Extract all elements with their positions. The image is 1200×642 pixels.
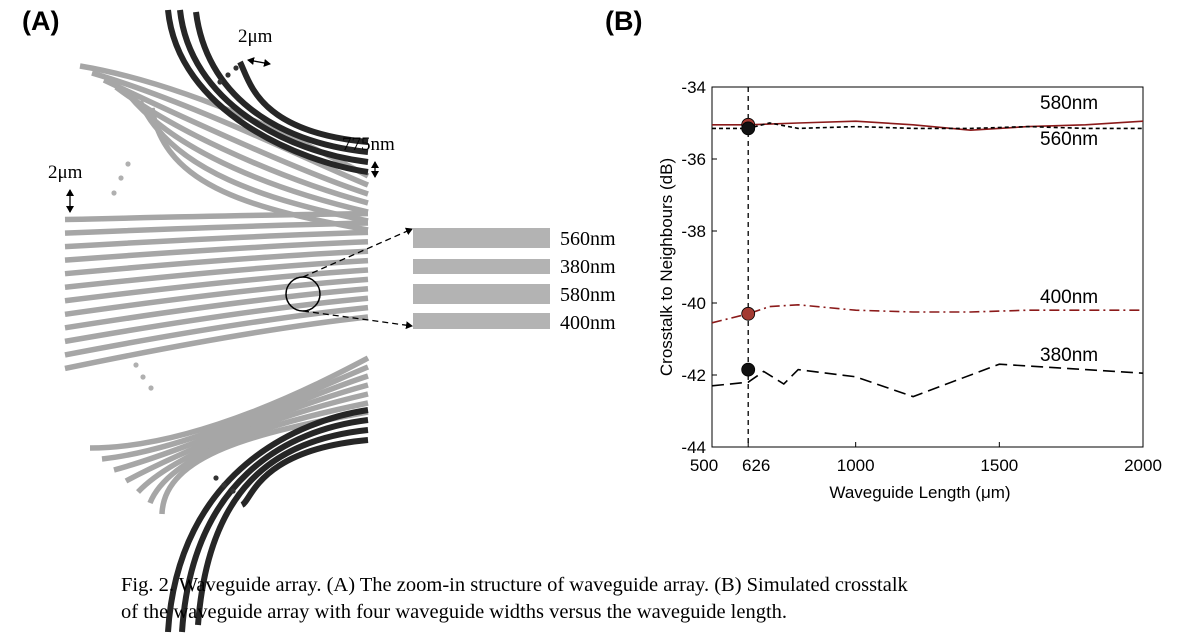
gap-dimension-label: 2μm [238,26,273,47]
waveguide-light [124,382,369,484]
series-label: 580nm [1040,93,1098,114]
plot-frame [711,86,1144,448]
waveguide-dark [177,9,369,165]
y-tick-label: -38 [681,222,706,241]
y-tick-label: -42 [681,366,706,385]
panel-b: (B) 500 626 1000 1500 2000 -44 -42 -40 -38 -36 -34… [605,6,1162,502]
x-tick-label: 626 [742,456,770,475]
waveguide-light [64,286,369,331]
series-label: 380nm [1040,345,1098,366]
waveguide-light [64,295,369,345]
width-dimension-label: 775nm [342,134,395,155]
series-line [711,363,1144,398]
waveguide-light [64,248,369,277]
waveguide-light [101,364,370,462]
x-tick-label: 500 [690,456,718,475]
zoom-bar-4 [413,313,550,329]
series-line [712,120,1144,132]
x-axis-title: Waveguide Length (μm) [829,483,1010,502]
waveguide-light [102,77,369,197]
panel-a-label: (A) [22,6,59,36]
waveguide-light [91,70,370,188]
waveguide-array [64,9,370,633]
waveguide-dark [195,427,369,626]
gap-dimension-arrow [247,57,271,67]
waveguide-light [136,391,369,494]
series-line [712,122,1143,130]
zoom-bar-1 [413,228,550,248]
waveguide-dark [237,60,369,145]
waveguide-light [64,267,369,304]
series-layer [711,87,1144,447]
series-label-layer: 580nm 560nm 400nm 380nm [1040,93,1098,366]
x-tick-label: 1500 [980,456,1018,475]
waveguide-light [113,373,369,473]
waveguide-dark [165,9,369,175]
series-label: 400nm [1040,287,1098,308]
zoom-width-label: 560nm [560,228,616,250]
figure-caption: Fig. 2. Waveguide array. (A) The zoom-in… [121,572,1121,626]
panel-b-label: (B) [605,6,642,36]
y-tick-label: -34 [681,78,706,97]
waveguide-light [64,229,369,250]
x-tick-label: 2000 [1124,456,1162,475]
y-tick-label: -44 [681,438,706,457]
series-label: 560nm [1040,129,1098,150]
waveguide-light [147,400,369,505]
waveguide-dark [165,407,369,633]
series-point [741,362,756,377]
ellipsis-dots [111,65,239,494]
series-point [741,121,756,136]
caption-line: Fig. 2. Waveguide array. (A) The zoom-in… [121,574,908,596]
series-line [711,303,1143,324]
zoom-bar-3 [413,284,550,304]
waveguide-dark [240,437,369,508]
y-tick-label: -40 [681,294,706,313]
panel-a: (A) 560nm 380nm 580nm 400nm 2μm 775nm 2μ… [22,6,616,633]
crosstalk-chart: 500 626 1000 1500 2000 -44 -42 -40 -38 -36 -34 Wav… [657,78,1162,502]
zoom-connector-bottom [302,310,413,330]
zoom-bar-2 [413,259,550,274]
waveguide-dark [179,417,369,633]
zoom-width-label: 380nm [560,256,616,278]
waveguide-light [64,276,369,318]
x-tick-label: 1000 [837,456,875,475]
waveguide-light [64,304,369,358]
gap-dimension-label: 2μm [48,162,83,183]
waveguide-light [64,257,369,290]
caption-line: of the waveguide array with four wavegui… [121,601,788,623]
waveguide-light [64,239,369,263]
waveguide-light [89,355,370,451]
waveguide-light [64,314,369,372]
y-axis-title: Crosstalk to Neighbours (dB) [657,158,676,376]
tick-layer: 500 626 1000 1500 2000 -44 -42 -40 -38 -36 -34 [681,78,1161,475]
series-point [741,306,756,321]
zoom-width-label: 580nm [560,284,616,306]
waveguide-dark [193,11,369,155]
waveguide-light [149,107,369,233]
zoom-width-label: 400nm [560,312,616,334]
y-tick-label: -36 [681,150,706,169]
